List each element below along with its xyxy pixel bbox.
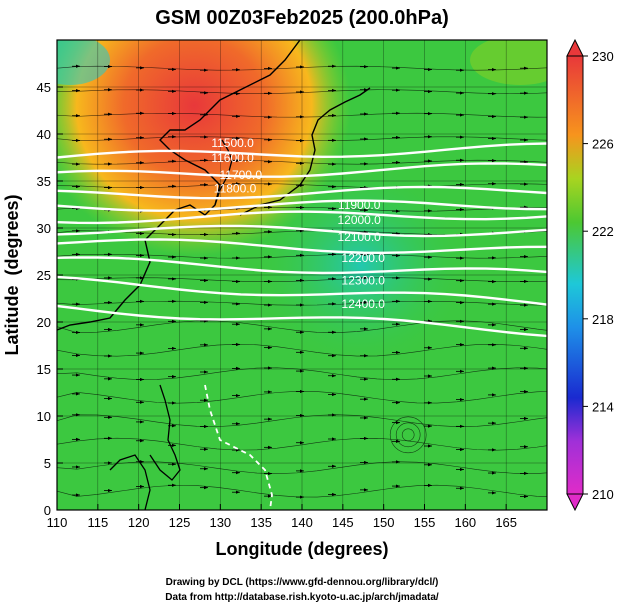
contour-label: 11600.0 [211, 151, 254, 165]
height-contour [57, 142, 547, 159]
streamline [57, 414, 547, 427]
contour-label: 11500.0 [211, 136, 254, 150]
chart-title: GSM 00Z03Feb2025 (200.0hPa) [155, 7, 448, 29]
y-tick-label: 30 [37, 221, 51, 236]
colorbar-min-triangle [566, 493, 584, 512]
x-tick-label: 110 [47, 515, 68, 530]
height-contour [57, 162, 547, 178]
height-contour [57, 256, 547, 275]
credit-line-1: Drawing by DCL (https://www.gfd-dennou.o… [166, 577, 439, 588]
x-tick-label: 160 [454, 515, 476, 530]
dashed-contour [204, 384, 273, 510]
contour-label: 12100.0 [337, 230, 381, 244]
y-tick-label: 20 [37, 315, 51, 330]
contour-label: 11900.0 [338, 198, 381, 212]
coastline-korea [214, 139, 233, 206]
credit-line-2: Data from http://database.rish.kyoto-u.a… [165, 592, 439, 603]
grid-lines [57, 40, 547, 510]
eddy-streamline [395, 422, 421, 448]
contour-label: 12400.0 [342, 297, 386, 311]
eddy-streamline [401, 428, 415, 442]
y-tick-label: 25 [37, 268, 51, 283]
x-axis-label: Longitude (degrees) [215, 539, 388, 559]
height-contour [57, 275, 547, 306]
x-tick-label: 140 [291, 515, 313, 530]
x-tick-label: 120 [128, 515, 150, 530]
coastline-japan [239, 87, 371, 216]
colorbar-max-triangle [566, 38, 584, 57]
contour-label: 12300.0 [342, 273, 386, 287]
colorbar-tick-label: 222 [592, 224, 614, 239]
x-axis: 110 115 120 125 130 135 140 145 150 155 160 165 [47, 504, 517, 530]
height-contour [57, 238, 547, 255]
eddy-streamline [389, 416, 427, 454]
streamline [57, 343, 547, 357]
height-contour [57, 199, 547, 212]
y-axis: 0 5 10 15 20 25 30 35 40 45 [37, 80, 63, 518]
colorbar-tick-label: 218 [592, 312, 614, 327]
height-contour [57, 224, 547, 238]
streamline [57, 484, 547, 498]
colorbar-tick-label: 226 [592, 137, 614, 152]
y-tick-label: 15 [37, 362, 51, 377]
colorbar-tick-label: 214 [592, 399, 614, 414]
colorbar-tick-label: 230 [592, 49, 614, 64]
contour-label: 11700.0 [220, 168, 263, 182]
coastline-borneo [109, 454, 151, 510]
contour-label: 12200.0 [342, 251, 386, 265]
height-contour [57, 210, 547, 225]
coastline [57, 40, 301, 331]
x-tick-label: 135 [250, 515, 272, 530]
streamline [57, 320, 547, 333]
contour-label: 11800.0 [214, 181, 257, 195]
y-tick-label: 10 [37, 409, 51, 424]
x-tick-label: 130 [209, 515, 231, 530]
y-tick-label: 40 [37, 127, 51, 142]
contour-label: 12000.0 [337, 213, 381, 227]
x-tick-label: 165 [495, 515, 517, 530]
y-tick-label: 35 [37, 174, 51, 189]
x-tick-label: 115 [87, 515, 108, 530]
coastline-philippines [149, 384, 181, 481]
height-contour [57, 304, 547, 338]
streamline [57, 390, 547, 404]
x-tick-label: 145 [332, 515, 354, 530]
y-tick-label: 5 [44, 456, 51, 471]
x-tick-label: 150 [373, 515, 395, 530]
colorbar: 230 226 222 218 214 210 [566, 38, 614, 512]
y-axis-label: Latitude (degrees) [2, 194, 22, 355]
y-tick-label: 0 [44, 503, 51, 518]
x-tick-label: 125 [169, 515, 191, 530]
height-contour [57, 185, 547, 200]
x-tick-label: 155 [414, 515, 436, 530]
colorbar-gradient [566, 55, 584, 495]
y-tick-label: 45 [37, 80, 51, 95]
colorbar-tick-label: 210 [592, 487, 614, 502]
